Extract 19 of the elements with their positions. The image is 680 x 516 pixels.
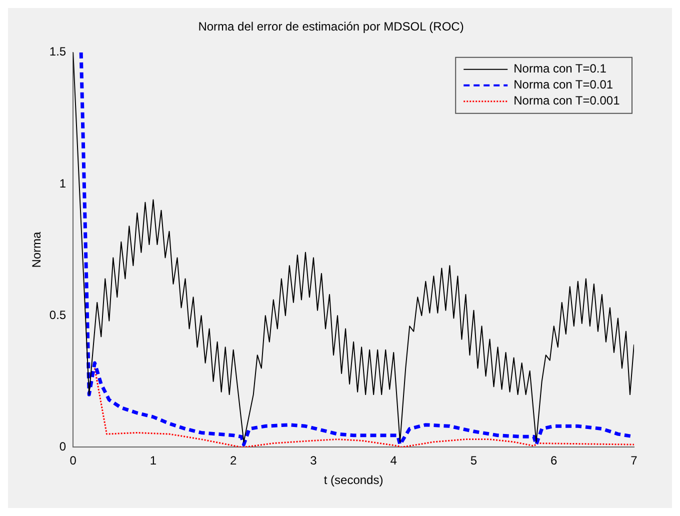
x-tick-label: 5 [470, 454, 478, 468]
y-tick-label: 0 [59, 440, 66, 454]
x-tick-label: 7 [630, 454, 638, 468]
x-tick-label: 4 [390, 454, 398, 468]
legend-label: Norma con T=0.01 [514, 78, 614, 92]
x-tick-label: 2 [230, 454, 237, 468]
chart-title: Norma del error de estimación por MDSOL (ROC) [198, 20, 464, 34]
y-tick-label: 1 [59, 176, 66, 190]
y-tick-label: 1.5 [49, 44, 66, 59]
legend-label: Norma con T=0.001 [514, 94, 620, 108]
x-axis-title: t (seconds) [324, 473, 384, 488]
x-tick-label: 0 [70, 454, 77, 468]
y-axis-title: Norma [30, 231, 44, 268]
line-series [94, 367, 634, 448]
x-tick-label: 1 [150, 454, 157, 468]
x-tick-label: 3 [310, 454, 318, 468]
x-tick-label: 6 [550, 454, 558, 468]
legend-label: Norma con T=0.1 [514, 62, 607, 76]
y-tick-label: 0.5 [49, 308, 66, 322]
